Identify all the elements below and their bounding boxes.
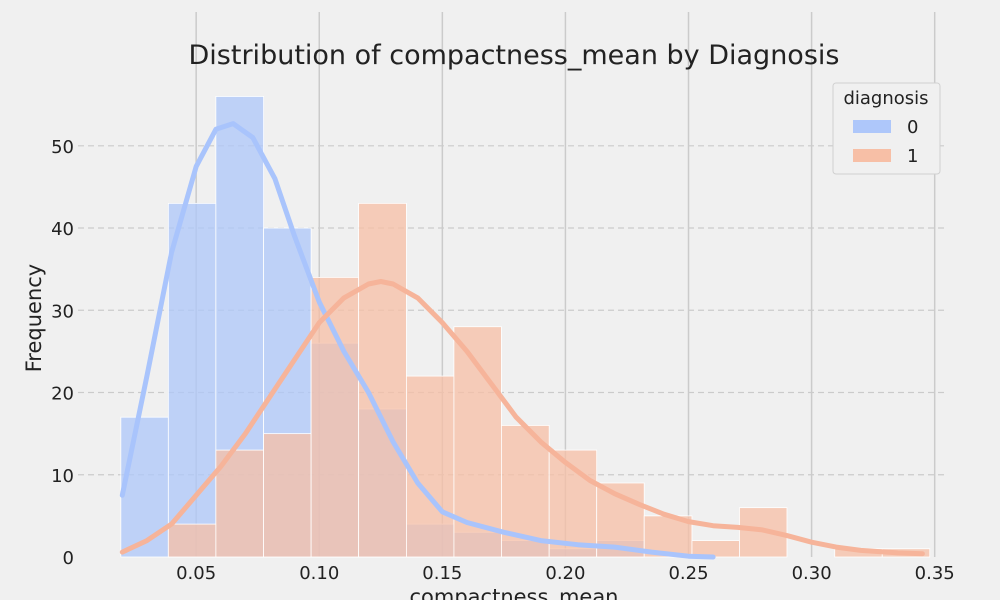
x-tick-label-4: 0.25 [668,563,708,584]
y-tick-label-3: 30 [51,301,74,322]
y-tick-label-4: 40 [51,219,74,240]
legend-label-0: 0 [907,117,918,138]
x-axis-label: compactness_mean [410,585,619,600]
y-tick-label-5: 50 [51,137,74,158]
legend-swatch-0 [853,120,891,133]
x-tick-label-2: 0.15 [422,563,462,584]
kde-curves [119,121,925,560]
legend: diagnosis 0 1 [832,82,941,175]
bar-series-1-bin-4 [310,276,360,558]
bar-series-1-bin-3 [263,433,312,558]
y-tick-label-0: 0 [63,548,74,569]
bar-series-1-bin-6 [405,375,455,558]
bar-series-1-bin-1 [167,523,217,558]
bar-series-0-bin-0 [120,416,169,558]
kde-line-series-1 [119,279,925,557]
x-tick-label-0: 0.05 [176,563,216,584]
y-tick-label-1: 10 [51,466,74,487]
y-axis-label: Frequency [22,264,46,373]
x-tick-label-6: 0.35 [915,563,955,584]
legend-title: diagnosis [843,88,928,109]
x-tick-label-1: 0.10 [299,563,339,584]
legend-swatch-1 [853,149,891,162]
bar-series-1-bin-5 [358,202,407,558]
legend-label-1: 1 [907,146,918,167]
chart-title: Distribution of compactness_mean by Diag… [189,40,840,71]
bar-series-0-bin-1 [167,202,217,558]
axis-ticks: 0.05 0.10 0.15 0.20 0.25 0.30 0.35 0 10 20 30 40 50 [51,137,955,584]
x-tick-label-3: 0.20 [545,563,585,584]
bar-series-1-bin-2 [215,449,265,558]
x-tick-label-5: 0.30 [792,563,832,584]
y-tick-label-2: 20 [51,384,74,405]
kde-line-series-0 [119,121,716,560]
histogram-bars [120,96,931,558]
